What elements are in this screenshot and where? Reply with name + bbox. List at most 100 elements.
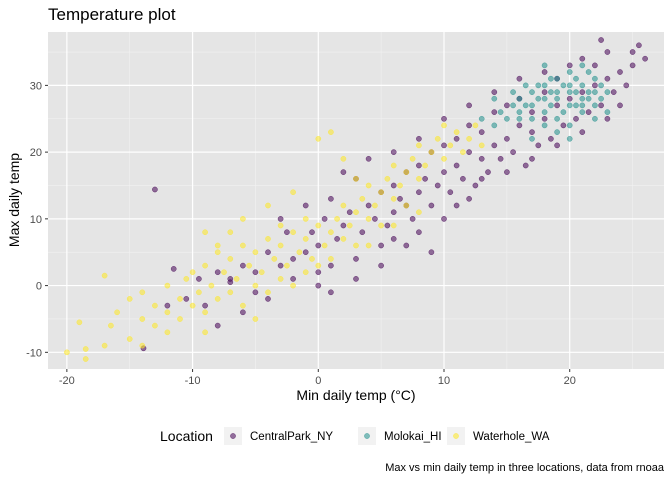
data-point [403, 242, 410, 249]
data-point [422, 162, 428, 169]
y-tick-label: 20 [30, 147, 42, 159]
data-point [598, 102, 604, 109]
data-point [340, 236, 347, 242]
data-point [265, 202, 271, 209]
data-point [434, 182, 441, 189]
chart-title: Temperature plot [48, 5, 176, 24]
legend-label: CentralPark_NY [250, 431, 333, 443]
data-point [604, 49, 611, 55]
data-point [541, 115, 548, 122]
data-point [328, 229, 334, 236]
data-point [554, 142, 560, 149]
y-tick-label: 0 [36, 281, 42, 293]
data-point [265, 249, 271, 256]
data-point [466, 135, 472, 142]
data-point [409, 155, 416, 162]
data-point [403, 169, 410, 175]
data-point [397, 182, 403, 189]
data-point [277, 276, 284, 282]
legend-item-Waterhole_WA: Waterhole_WA [447, 427, 550, 445]
data-point [441, 155, 447, 162]
data-point [592, 62, 598, 69]
data-point [378, 189, 384, 196]
data-point [529, 129, 535, 135]
data-point [227, 229, 234, 236]
data-point [353, 256, 359, 262]
legend-label: Molokai_HI [384, 431, 442, 443]
data-point [309, 229, 315, 236]
data-point [290, 282, 296, 289]
data-point [636, 42, 642, 49]
data-point [573, 115, 579, 122]
data-point [604, 109, 611, 115]
data-point [541, 109, 548, 115]
data-point [189, 302, 196, 309]
data-point [340, 202, 347, 209]
data-point [277, 242, 284, 249]
data-point [560, 109, 567, 115]
data-point [277, 222, 284, 229]
data-point [340, 222, 347, 229]
data-point [491, 142, 498, 149]
data-point [629, 49, 636, 55]
data-point [598, 95, 604, 102]
data-points [64, 37, 648, 362]
data-point [378, 222, 384, 229]
data-point [497, 155, 504, 162]
data-point [208, 282, 215, 289]
data-point [478, 115, 485, 122]
data-point [453, 202, 460, 209]
data-point [510, 102, 516, 109]
data-point [441, 216, 447, 222]
data-point [535, 142, 542, 149]
data-point [390, 149, 397, 155]
data-point [585, 89, 592, 95]
data-point [548, 75, 554, 82]
data-point [403, 202, 410, 209]
data-point [541, 122, 548, 129]
legend-marker [453, 433, 459, 439]
data-point [491, 122, 498, 129]
data-point [290, 276, 296, 282]
data-point [252, 249, 259, 256]
data-point [422, 175, 428, 182]
data-point [252, 289, 259, 296]
data-point [82, 356, 89, 362]
data-point [535, 82, 542, 89]
legend-items: CentralPark_NY Molokai_HI Waterhole_WA [224, 427, 550, 445]
data-point [478, 175, 485, 182]
data-point [164, 309, 171, 316]
data-point [541, 89, 548, 95]
data-point [491, 109, 498, 115]
data-point [240, 302, 246, 309]
data-point [189, 269, 196, 276]
data-point [365, 216, 372, 222]
legend-item-Molokai_HI: Molokai_HI [358, 427, 442, 445]
data-point [334, 236, 340, 242]
data-point [290, 189, 296, 196]
data-point [485, 169, 491, 175]
data-point [365, 242, 372, 249]
data-point [566, 122, 573, 129]
data-point [240, 309, 246, 316]
x-tick-label: 20 [564, 375, 576, 387]
data-point [390, 236, 397, 242]
data-point [365, 202, 372, 209]
data-point [416, 162, 422, 169]
legend-marker [230, 433, 236, 439]
data-point [183, 296, 190, 302]
data-point [516, 122, 523, 129]
data-point [529, 89, 535, 95]
data-point [177, 316, 183, 322]
data-point [328, 195, 334, 202]
data-point [478, 155, 485, 162]
data-point [453, 135, 460, 142]
data-point [202, 329, 208, 336]
data-point [541, 69, 548, 75]
data-point [214, 296, 221, 302]
data-point [321, 216, 328, 222]
data-point [554, 115, 560, 122]
data-point [315, 135, 322, 142]
data-point [409, 216, 416, 222]
data-point [202, 302, 208, 309]
